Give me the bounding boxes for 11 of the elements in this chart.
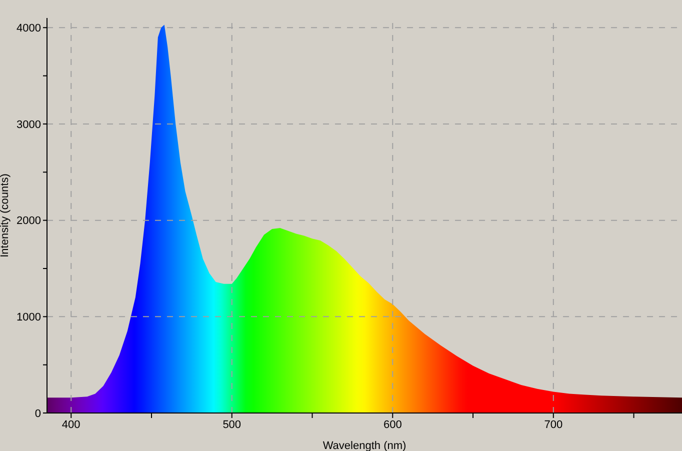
y-tick-label: 1000: [16, 312, 41, 324]
x-tick-label: 700: [544, 418, 563, 431]
x-tick-label: 500: [222, 418, 242, 431]
y-tick-label: 4000: [16, 22, 41, 35]
y-tick-label: 2000: [16, 215, 41, 228]
x-tick-label: 400: [62, 418, 80, 431]
y-axis-title: Intensity (counts): [0, 174, 11, 258]
y-tick-label: 0: [34, 408, 41, 420]
x-tick-label: 600: [383, 418, 402, 431]
x-axis-title: Wavelength (nm): [322, 440, 406, 451]
y-tick-label: 3000: [16, 118, 41, 131]
